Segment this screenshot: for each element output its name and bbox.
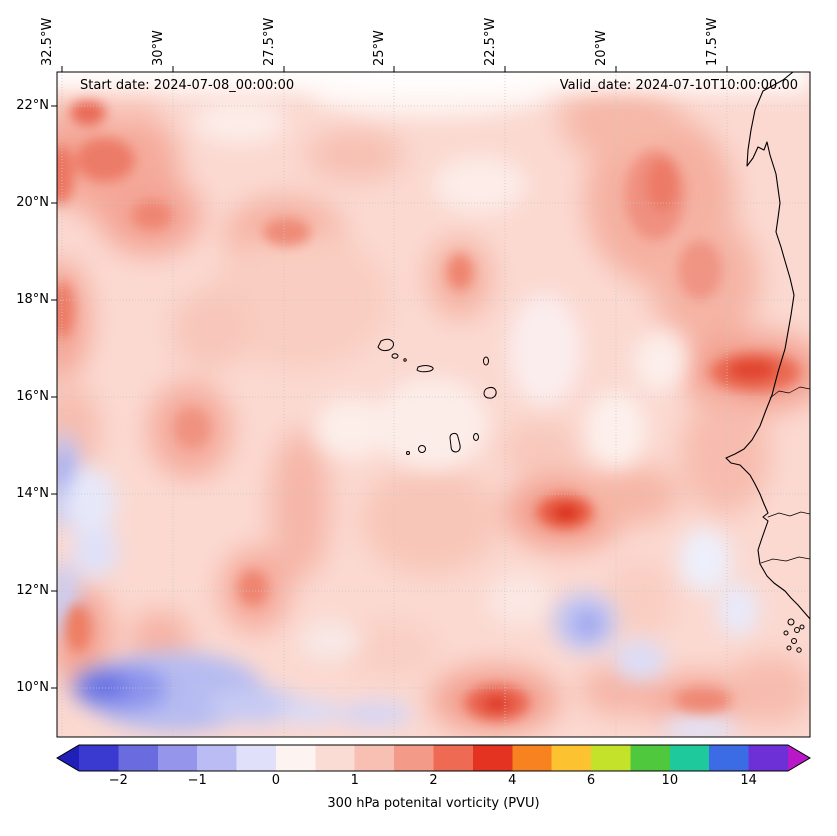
colorbar-tick-label: −2: [108, 773, 128, 788]
colorbar-tick-label: 4: [508, 773, 517, 788]
x-axis-tick-label: 30°W: [151, 30, 166, 66]
bijagos-islands: [783, 618, 805, 653]
y-axis-tick-label: 20°N: [16, 195, 49, 210]
contour-field-negative-anomalies: [57, 432, 758, 737]
colorbar-tick-label: 1: [350, 773, 359, 788]
x-axis-tick-label: 20°W: [594, 30, 609, 66]
x-axis-tick-label: 27.5°W: [262, 17, 277, 66]
colorbar-tick-label: 10: [661, 773, 679, 788]
colorbar-label: 300 hPa potenital vorticity (PVU): [327, 796, 540, 811]
y-axis-tick-label: 22°N: [16, 98, 49, 113]
coastline: [725, 72, 810, 620]
axis-ticks: [51, 66, 728, 689]
colorbar-tick-label: 6: [586, 773, 596, 788]
contour-field-maxima-cores: [57, 98, 800, 721]
y-axis-tick-label: 12°N: [16, 583, 49, 598]
colorbar-tick-label: 2: [429, 773, 438, 788]
start-date-annotation: Start date: 2024-07-08_00:00:00: [80, 78, 295, 93]
geography: [377, 72, 810, 653]
y-axis-tick-label: 18°N: [16, 292, 49, 307]
rivers: [760, 386, 810, 564]
x-axis-tick-label: 22.5°W: [483, 17, 498, 66]
colorbar: [56, 744, 811, 772]
colorbar-tick-label: 0: [271, 773, 281, 788]
x-axis-tick-label: 25°W: [372, 30, 387, 66]
valid-date-annotation: Valid_date: 2024-07-10T10:00:00.00: [559, 78, 798, 93]
x-axis-tick-label: 17.5°W: [705, 17, 720, 66]
cape-verde-islands: [377, 338, 497, 455]
plot-frame: [56, 71, 811, 738]
contour-field-top-band: [57, 72, 810, 92]
colorbar-tick-label: −1: [187, 773, 207, 788]
y-axis-tick-label: 14°N: [16, 486, 49, 501]
colorbar-tick-label: 14: [740, 773, 757, 788]
y-axis-tick-label: 10°N: [16, 680, 49, 695]
gridlines: [57, 72, 810, 737]
x-axis-tick-label: 32.5°W: [40, 17, 55, 66]
y-axis-tick-label: 16°N: [16, 389, 49, 404]
